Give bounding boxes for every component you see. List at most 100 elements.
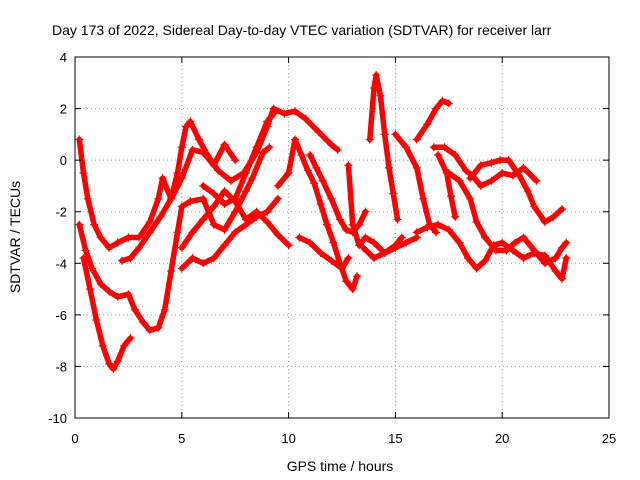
data-point — [540, 218, 549, 227]
data-point — [83, 194, 92, 203]
data-point — [431, 228, 440, 237]
data-point — [361, 233, 370, 242]
data-point — [389, 189, 398, 198]
data-point — [85, 285, 94, 294]
data-point — [540, 251, 549, 260]
data-point — [209, 220, 218, 229]
x-tick-label: 10 — [281, 431, 295, 446]
x-tick-label: 25 — [602, 431, 616, 446]
data-point — [81, 246, 90, 255]
data-point — [79, 169, 88, 178]
data-point — [75, 135, 84, 144]
data-point — [446, 192, 455, 201]
data-point — [284, 241, 293, 250]
data-point — [173, 169, 182, 178]
data-point — [461, 166, 470, 175]
series-arc9 — [295, 233, 353, 273]
data-point — [540, 259, 549, 268]
data-point — [214, 166, 223, 175]
data-point — [412, 135, 421, 144]
data-point — [199, 259, 208, 268]
data-point — [333, 145, 342, 154]
data-point — [423, 223, 432, 232]
series-line — [414, 98, 452, 143]
data-point — [241, 187, 250, 196]
data-point — [263, 218, 272, 227]
y-tick-label: 2 — [60, 102, 67, 117]
series-arc8 — [273, 135, 361, 294]
data-point — [335, 215, 344, 224]
x-tick-label: 15 — [388, 431, 402, 446]
series-arc12 — [365, 71, 402, 224]
data-point — [344, 161, 353, 170]
data-point — [329, 238, 338, 247]
data-point — [438, 96, 447, 105]
data-point — [186, 197, 195, 206]
data-point — [476, 181, 485, 190]
data-point — [241, 169, 250, 178]
data-point — [562, 238, 571, 247]
data-point — [434, 220, 443, 229]
data-point — [145, 218, 154, 227]
data-point — [327, 194, 336, 203]
y-tick-label: -2 — [55, 205, 67, 220]
data-point — [158, 174, 167, 183]
x-tick-label: 20 — [495, 431, 509, 446]
data-point — [105, 243, 114, 252]
data-point — [269, 109, 278, 118]
data-point — [370, 238, 379, 247]
data-point — [177, 202, 186, 211]
data-point — [126, 254, 135, 263]
data-point — [551, 254, 560, 263]
data-point — [515, 171, 524, 180]
data-point — [487, 176, 496, 185]
series-arc11 — [344, 161, 421, 257]
data-point — [177, 243, 186, 252]
data-point — [316, 199, 325, 208]
data-point — [431, 104, 440, 113]
data-point — [92, 316, 101, 325]
data-point — [498, 169, 507, 178]
y-tick-label: -6 — [55, 308, 67, 323]
data-point — [451, 150, 460, 159]
series-line — [392, 131, 439, 236]
series-line — [119, 141, 238, 264]
data-point — [258, 148, 267, 157]
data-point — [498, 238, 507, 247]
data-point — [397, 233, 406, 242]
data-point — [318, 176, 327, 185]
data-point — [310, 179, 319, 188]
data-point — [105, 359, 114, 368]
data-point — [530, 202, 539, 211]
data-point — [220, 140, 229, 149]
data-point — [338, 264, 346, 273]
data-point — [79, 254, 88, 263]
data-point — [429, 143, 438, 152]
data-point — [188, 145, 197, 154]
series-line — [446, 170, 570, 267]
data-point — [96, 279, 105, 288]
data-point — [139, 318, 148, 327]
series-arc6 — [177, 194, 282, 273]
data-point — [402, 238, 411, 247]
data-point — [135, 243, 144, 252]
data-point — [117, 256, 126, 265]
data-point — [312, 163, 321, 172]
y-axis-label: SDTVAR / TECUs — [7, 181, 23, 293]
data-point — [188, 228, 197, 237]
series-line — [467, 157, 565, 225]
data-point — [231, 194, 240, 203]
y-tick-label: -8 — [55, 359, 67, 374]
data-point — [502, 246, 511, 255]
data-point — [342, 277, 351, 286]
data-point — [562, 254, 571, 263]
data-point — [177, 264, 186, 273]
series-arc20 — [434, 150, 460, 221]
data-point — [199, 194, 208, 203]
data-point — [177, 174, 186, 183]
series-arc3 — [79, 254, 135, 374]
data-point — [316, 248, 325, 257]
x-tick-label: 0 — [71, 431, 78, 446]
data-point — [342, 225, 351, 234]
